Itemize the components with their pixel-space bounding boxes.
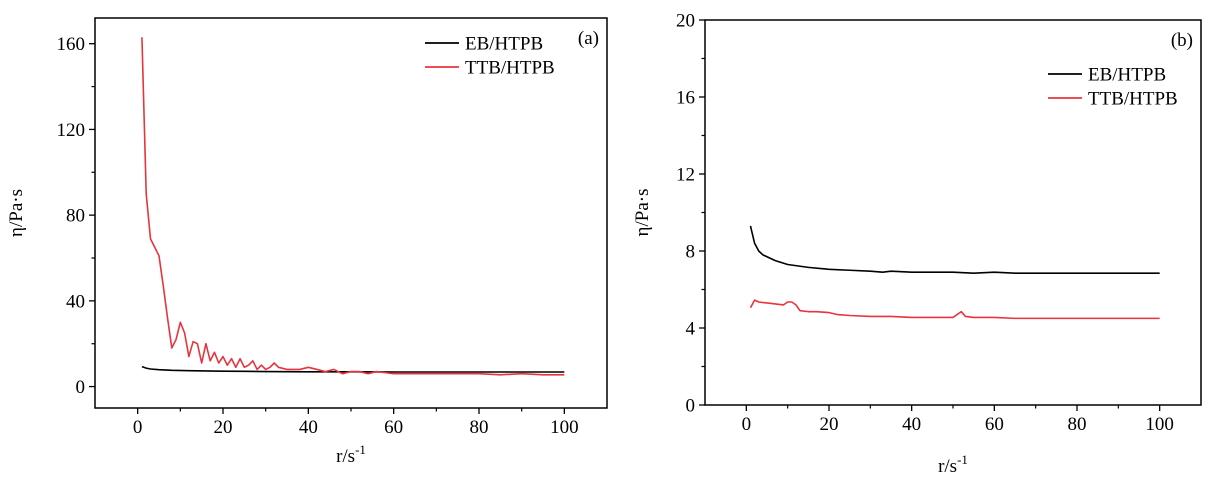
series-line-eb-htpb xyxy=(141,365,565,373)
y-axis-label: η/Pa·s xyxy=(632,189,653,237)
legend-label-eb-htpb: EB/HTPB xyxy=(1088,65,1166,86)
x-tick-label: 100 xyxy=(550,417,579,438)
chart-panel-a: 0 20 40 60 80 100 0 40 80 120 160 r/s-1 η/Pa·s (a) EB/… xyxy=(6,17,608,467)
x-tick-label: 40 xyxy=(299,417,318,438)
panel-label: (b) xyxy=(1171,30,1193,51)
y-tick-label: 8 xyxy=(686,242,696,263)
legend-label-ttb-htpb: TTB/HTPB xyxy=(1088,89,1178,110)
y-axis-label: η/Pa·s xyxy=(6,189,27,237)
panel-label: (a) xyxy=(578,28,599,49)
x-tick-label: 20 xyxy=(820,414,839,435)
y-tick-label: 0 xyxy=(76,377,86,398)
y-tick-label: 4 xyxy=(686,319,696,340)
x-axis-label: r/s-1 xyxy=(938,452,968,477)
x-axis-label: r/s-1 xyxy=(336,442,366,467)
y-tick-label: 20 xyxy=(676,11,695,32)
x-tick-label: 80 xyxy=(1068,414,1087,435)
y-tick-label: 12 xyxy=(676,165,695,186)
x-tick-label: 60 xyxy=(985,414,1004,435)
series-line-ttb-htpb xyxy=(749,299,1160,320)
y-tick-label: 80 xyxy=(66,206,85,227)
y-tick-label: 0 xyxy=(686,396,696,417)
x-tick-label: 60 xyxy=(384,417,403,438)
legend-label-eb-htpb: EB/HTPB xyxy=(465,34,543,55)
x-tick-label: 100 xyxy=(1145,414,1174,435)
series-line-ttb-htpb xyxy=(141,37,565,376)
legend-label-ttb-htpb: TTB/HTPB xyxy=(465,58,555,79)
x-tick-label: 20 xyxy=(214,417,233,438)
y-tick-label: 160 xyxy=(57,34,86,55)
x-tick-label: 0 xyxy=(742,414,752,435)
x-tick-label: 80 xyxy=(470,417,489,438)
y-tick-label: 40 xyxy=(66,291,85,312)
series-line-eb-htpb xyxy=(749,225,1160,274)
x-tick-label: 0 xyxy=(133,417,143,438)
y-tick-label: 120 xyxy=(57,120,86,141)
x-tick-label: 40 xyxy=(902,414,921,435)
y-tick-label: 16 xyxy=(676,88,695,109)
chart-panel-b: 0 20 40 60 80 100 0 4 8 12 16 20 r/s-1 η/Pa·s (b)EB/HT… xyxy=(632,11,1202,477)
